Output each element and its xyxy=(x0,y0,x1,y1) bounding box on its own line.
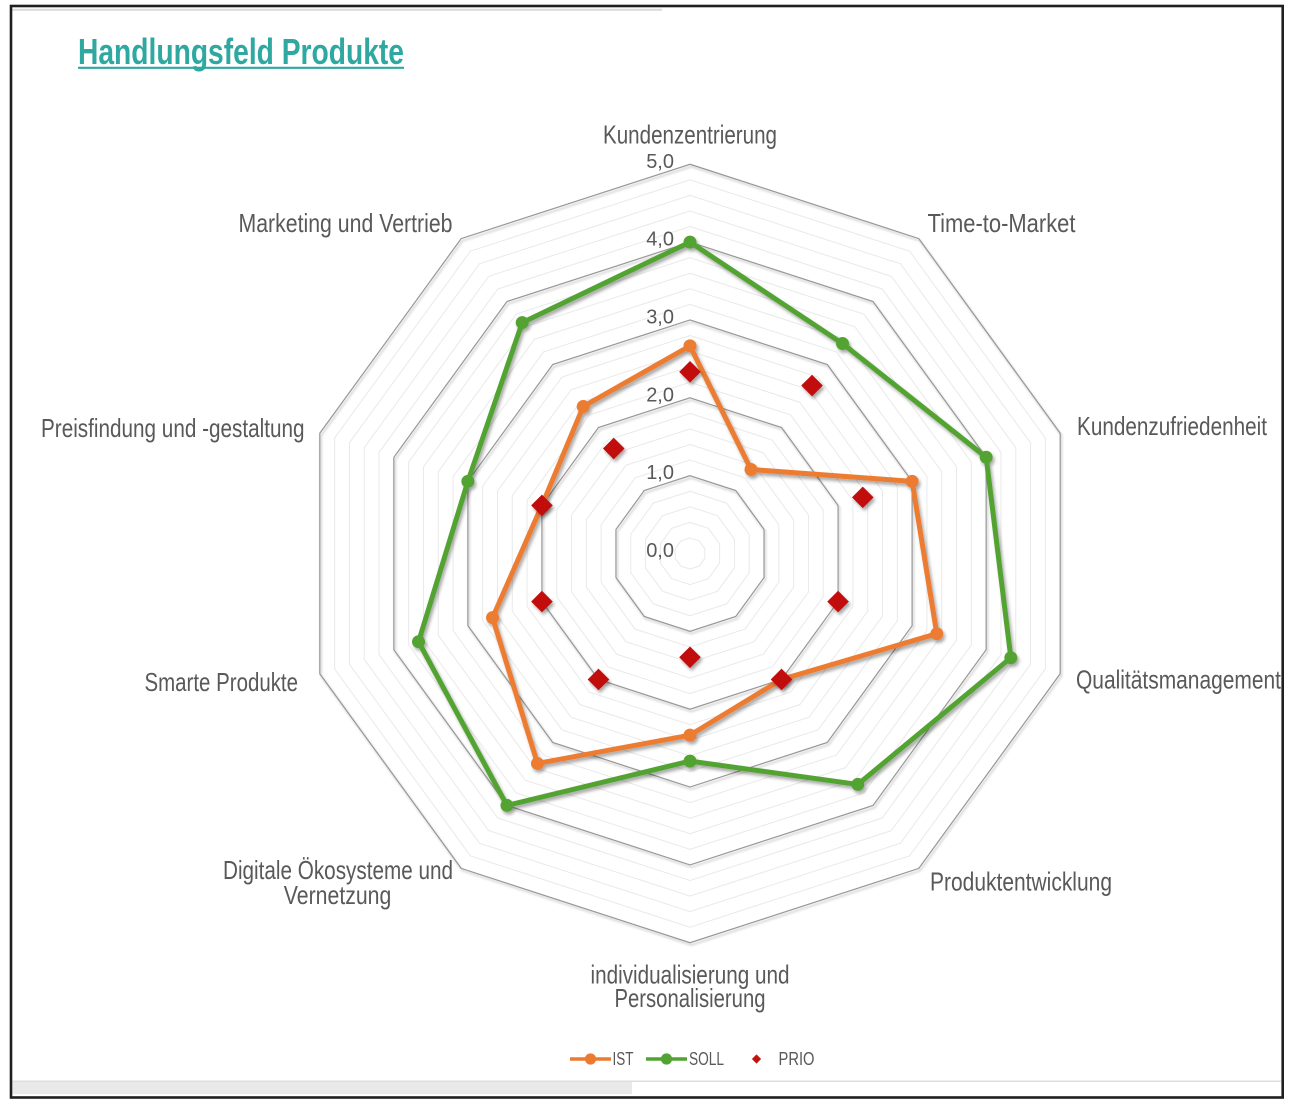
svg-text:3,0: 3,0 xyxy=(646,307,674,329)
svg-text:2,0: 2,0 xyxy=(646,384,674,406)
svg-text:individualisierung und: individualisierung und xyxy=(591,960,790,990)
svg-text:Qualitätsmanagement: Qualitätsmanagement xyxy=(1076,665,1282,695)
svg-text:0,0: 0,0 xyxy=(646,540,674,562)
svg-text:Vernetzung: Vernetzung xyxy=(284,880,392,910)
svg-text:Time-to-Market: Time-to-Market xyxy=(928,208,1077,238)
svg-text:Kundenzufriedenheit: Kundenzufriedenheit xyxy=(1077,411,1268,441)
svg-text:Produktentwicklung: Produktentwicklung xyxy=(930,867,1112,897)
svg-text:Kundenzentrierung: Kundenzentrierung xyxy=(603,120,777,150)
svg-text:IST: IST xyxy=(613,1048,634,1069)
svg-text:Preisfindung und -gestaltung: Preisfindung und -gestaltung xyxy=(41,413,305,443)
svg-text:SOLL: SOLL xyxy=(689,1048,724,1069)
svg-text:1,0: 1,0 xyxy=(646,462,674,484)
svg-text:Digitale Ökosysteme und: Digitale Ökosysteme und xyxy=(223,855,453,885)
svg-text:5,0: 5,0 xyxy=(646,151,674,173)
svg-text:Personalisierung: Personalisierung xyxy=(615,983,766,1013)
svg-text:Handlungsfeld Produkte: Handlungsfeld Produkte xyxy=(78,31,404,72)
svg-text:Smarte Produkte: Smarte Produkte xyxy=(145,667,299,697)
svg-text:PRIO: PRIO xyxy=(779,1048,815,1069)
svg-text:Marketing und Vertrieb: Marketing und Vertrieb xyxy=(239,208,453,238)
svg-text:4,0: 4,0 xyxy=(646,229,674,251)
